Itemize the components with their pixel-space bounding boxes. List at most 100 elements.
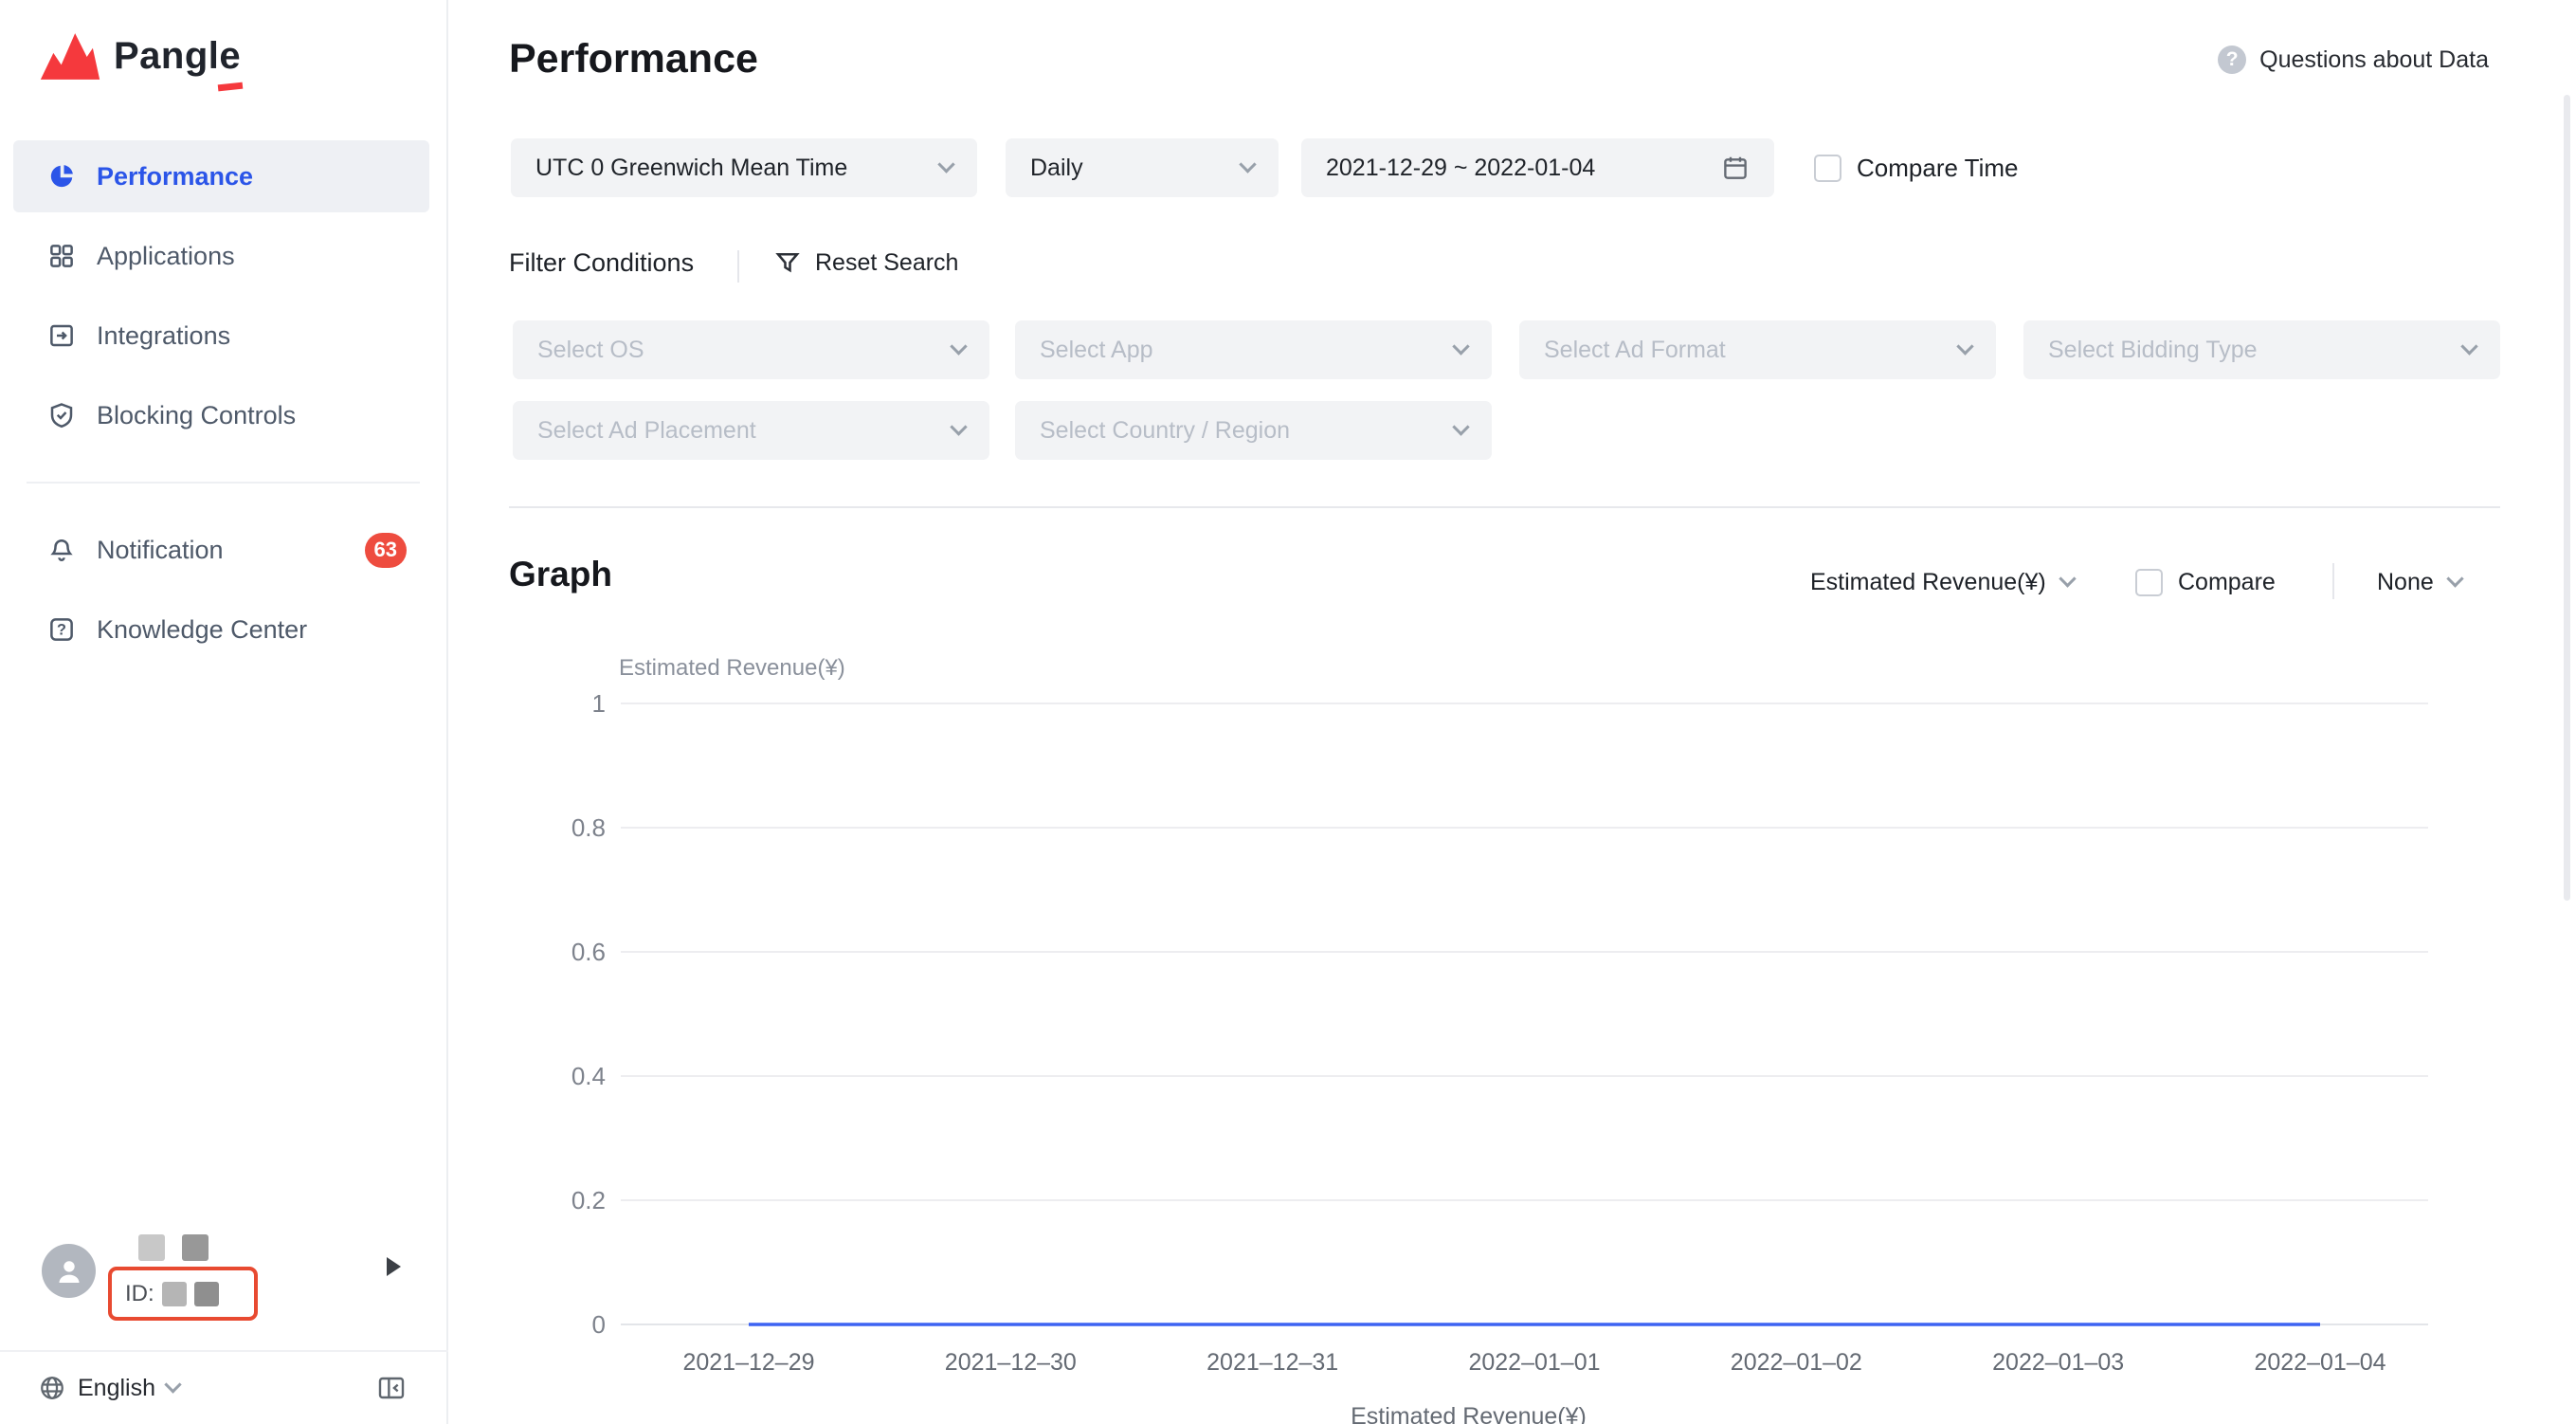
chevron-down-icon	[1452, 418, 1470, 436]
sidebar-footer: English	[0, 1350, 448, 1424]
timezone-dropdown[interactable]: UTC 0 Greenwich Mean Time	[511, 138, 977, 197]
sidebar-divider	[27, 482, 420, 484]
collapse-sidebar-button[interactable]	[376, 1373, 407, 1403]
granularity-value: Daily	[1030, 154, 1083, 181]
redacted-username-block	[138, 1234, 165, 1261]
select-bidding-type-placeholder: Select Bidding Type	[2048, 336, 2258, 363]
divider	[2332, 563, 2334, 599]
sidebar-item-label: Performance	[97, 161, 254, 191]
redacted-id-block	[193, 1281, 219, 1306]
compare-checkbox[interactable]	[2135, 568, 2163, 596]
compare-toggle[interactable]: Compare	[2135, 561, 2276, 603]
divider	[737, 250, 739, 283]
chevron-down-icon	[2059, 570, 2077, 588]
select-app-dropdown[interactable]: Select App	[1015, 320, 1492, 379]
y-tick-label: 0.8	[571, 813, 606, 842]
x-tick-label: 2021–12–30	[945, 1349, 1077, 1376]
vertical-scrollbar[interactable]	[2564, 95, 2570, 901]
granularity-dropdown[interactable]: Daily	[1006, 138, 1279, 197]
reset-search-label: Reset Search	[815, 248, 959, 276]
sidebar-item-label: Applications	[97, 241, 235, 270]
sidebar: Pangle Performance Applications	[0, 0, 448, 1424]
expand-user-panel-icon[interactable]	[387, 1257, 401, 1276]
pangle-logo[interactable]: Pangle	[38, 27, 244, 92]
select-country-dropdown[interactable]: Select Country / Region	[1015, 401, 1492, 460]
y-tick-label: 1	[592, 689, 606, 718]
dimension-dropdown[interactable]: None	[2377, 561, 2464, 603]
sidebar-item-label: Blocking Controls	[97, 400, 297, 429]
select-os-placeholder: Select OS	[537, 336, 644, 363]
x-tick-label: 2021–12–29	[682, 1349, 814, 1376]
chevron-down-icon	[164, 1376, 182, 1394]
shield-icon	[50, 403, 73, 429]
y-tick-label: 0.6	[571, 938, 606, 966]
language-selector[interactable]: English	[78, 1374, 155, 1401]
applications-icon	[50, 245, 73, 267]
y-axis-title: Estimated Revenue(¥)	[619, 655, 845, 681]
help-circle-icon: ?	[2218, 46, 2247, 74]
date-range-value: 2021-12-29 ~ 2022-01-04	[1326, 154, 1596, 181]
sidebar-item-blocking-controls[interactable]: Blocking Controls	[13, 379, 429, 451]
sidebar-item-label: Notification	[97, 535, 224, 564]
x-tick-label: 2022–01–01	[1468, 1349, 1600, 1376]
select-ad-placement-dropdown[interactable]: Select Ad Placement	[513, 401, 989, 460]
y-tick-label: 0	[592, 1310, 606, 1339]
help-label: Questions about Data	[2259, 46, 2489, 73]
sidebar-item-knowledge-center[interactable]: ? Knowledge Center	[13, 593, 429, 666]
chevron-down-icon	[2446, 570, 2464, 588]
reset-filter-icon	[775, 253, 800, 273]
sidebar-item-applications[interactable]: Applications	[13, 220, 429, 292]
user-id-label: ID:	[125, 1280, 154, 1306]
x-tick-label: 2022–01–04	[2254, 1349, 2386, 1376]
x-tick-label: 2021–12–31	[1206, 1349, 1338, 1376]
revenue-line-chart: Estimated Revenue(¥) 0 0.2 0.4 0.6 0.8 1 2021–1…	[571, 655, 2428, 1376]
section-divider	[509, 506, 2500, 508]
metric-dropdown[interactable]: Estimated Revenue(¥)	[1810, 561, 2077, 603]
integrations-icon	[50, 324, 73, 347]
dimension-value: None	[2377, 568, 2434, 595]
brand-name: Pangle	[114, 34, 242, 77]
sidebar-item-integrations[interactable]: Integrations	[13, 300, 429, 372]
chevron-down-icon	[950, 418, 968, 436]
chevron-down-icon	[1452, 338, 1470, 356]
sidebar-item-performance[interactable]: Performance	[13, 140, 429, 212]
calendar-icon	[1724, 156, 1747, 179]
logo-accent	[217, 82, 244, 92]
timezone-value: UTC 0 Greenwich Mean Time	[535, 154, 848, 181]
chevron-down-icon	[1239, 155, 1257, 173]
select-ad-format-placeholder: Select Ad Format	[1544, 336, 1726, 363]
select-bidding-type-dropdown[interactable]: Select Bidding Type	[2023, 320, 2500, 379]
chevron-down-icon	[937, 155, 955, 173]
compare-time-toggle[interactable]: Compare Time	[1814, 138, 2019, 197]
redacted-username-block	[182, 1234, 209, 1261]
question-icon: ?	[50, 618, 73, 641]
person-icon	[59, 1260, 79, 1283]
x-tick-label: 2022–01–03	[1992, 1349, 2124, 1376]
pangle-logo-icon	[40, 33, 100, 80]
sidebar-item-label: Integrations	[97, 320, 231, 350]
filter-conditions-label: Filter Conditions	[509, 248, 695, 277]
notification-badge: 63	[364, 532, 407, 568]
chevron-down-icon	[950, 338, 968, 356]
question-glyph: ?	[57, 622, 66, 639]
y-tick-label: 0.2	[571, 1186, 606, 1214]
page-title: Performance	[509, 36, 758, 82]
y-tick-label: 0.4	[571, 1062, 606, 1090]
bell-icon	[50, 539, 73, 561]
compare-time-checkbox[interactable]	[1814, 154, 1841, 182]
x-tick-label: 2022–01–02	[1731, 1349, 1862, 1376]
metric-value: Estimated Revenue(¥)	[1810, 568, 2046, 595]
questions-about-data-link[interactable]: ? Questions about Data	[2218, 46, 2489, 74]
globe-icon	[41, 1377, 63, 1399]
collapse-sidebar-icon	[378, 1377, 405, 1399]
select-ad-placement-placeholder: Select Ad Placement	[537, 416, 756, 444]
sidebar-item-notification[interactable]: Notification 63	[13, 514, 429, 586]
select-ad-format-dropdown[interactable]: Select Ad Format	[1519, 320, 1996, 379]
graph-section-title: Graph	[509, 555, 612, 593]
reset-search-button[interactable]: Reset Search	[773, 248, 958, 277]
date-range-picker[interactable]: 2021-12-29 ~ 2022-01-04	[1301, 138, 1774, 197]
select-os-dropdown[interactable]: Select OS	[513, 320, 989, 379]
chevron-down-icon	[1956, 338, 1974, 356]
avatar[interactable]	[42, 1244, 96, 1298]
